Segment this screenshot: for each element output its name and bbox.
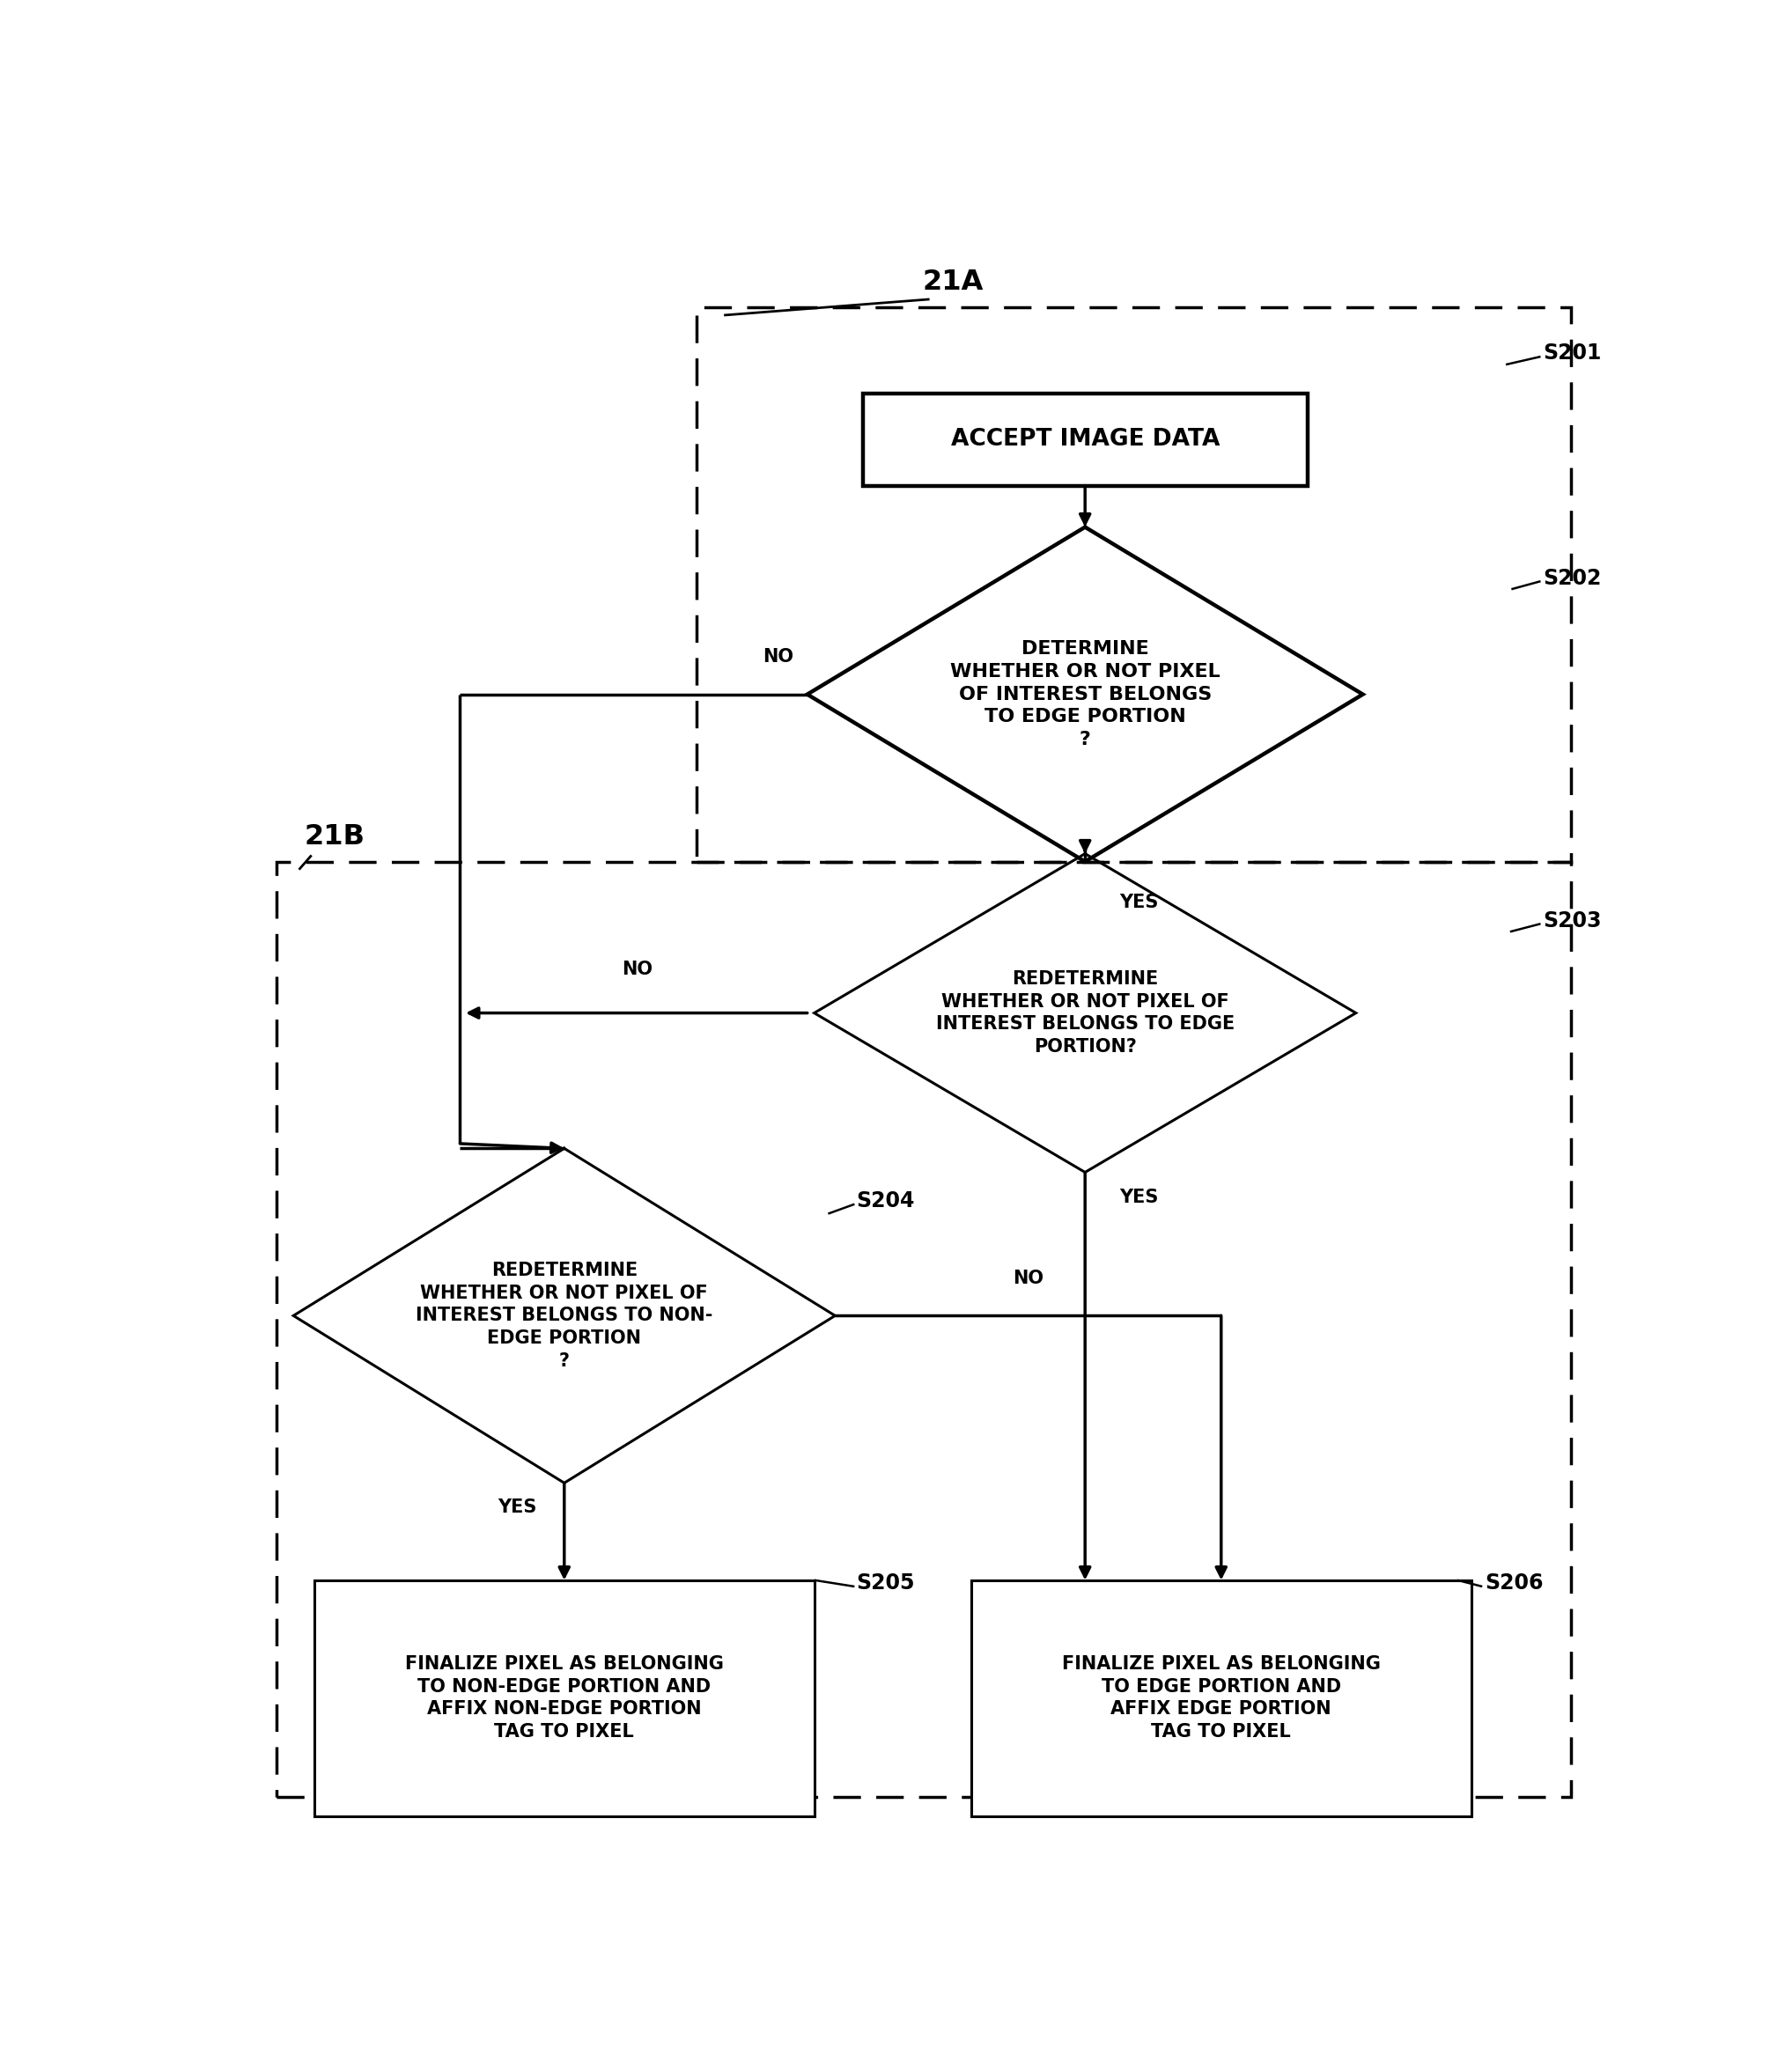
FancyBboxPatch shape: [971, 1581, 1471, 1817]
Text: 21A: 21A: [923, 269, 984, 296]
Text: REDETERMINE
WHETHER OR NOT PIXEL OF
INTEREST BELONGS TO EDGE
PORTION?: REDETERMINE WHETHER OR NOT PIXEL OF INTE…: [935, 970, 1235, 1055]
Text: YES: YES: [1120, 894, 1159, 910]
FancyBboxPatch shape: [314, 1581, 814, 1817]
Text: S203: S203: [1543, 910, 1602, 931]
Text: ACCEPT IMAGE DATA: ACCEPT IMAGE DATA: [950, 428, 1220, 451]
Text: S206: S206: [1486, 1572, 1543, 1593]
Text: S205: S205: [857, 1572, 914, 1593]
Text: FINALIZE PIXEL AS BELONGING
TO EDGE PORTION AND
AFFIX EDGE PORTION
TAG TO PIXEL: FINALIZE PIXEL AS BELONGING TO EDGE PORT…: [1063, 1655, 1380, 1740]
Text: REDETERMINE
WHETHER OR NOT PIXEL OF
INTEREST BELONGS TO NON-
EDGE PORTION
?: REDETERMINE WHETHER OR NOT PIXEL OF INTE…: [416, 1262, 713, 1370]
Text: S202: S202: [1543, 567, 1602, 588]
Text: YES: YES: [1120, 1188, 1159, 1206]
Text: FINALIZE PIXEL AS BELONGING
TO NON-EDGE PORTION AND
AFFIX NON-EDGE PORTION
TAG T: FINALIZE PIXEL AS BELONGING TO NON-EDGE …: [405, 1655, 724, 1740]
Text: NO: NO: [622, 960, 652, 979]
Text: YES: YES: [498, 1498, 536, 1517]
FancyBboxPatch shape: [864, 393, 1308, 486]
Text: NO: NO: [1012, 1270, 1043, 1287]
Text: S201: S201: [1543, 343, 1602, 364]
Text: NO: NO: [763, 648, 794, 666]
Text: 21B: 21B: [305, 823, 366, 850]
Text: S204: S204: [857, 1190, 914, 1212]
Text: DETERMINE
WHETHER OR NOT PIXEL
OF INTEREST BELONGS
TO EDGE PORTION
?: DETERMINE WHETHER OR NOT PIXEL OF INTERE…: [950, 641, 1220, 749]
